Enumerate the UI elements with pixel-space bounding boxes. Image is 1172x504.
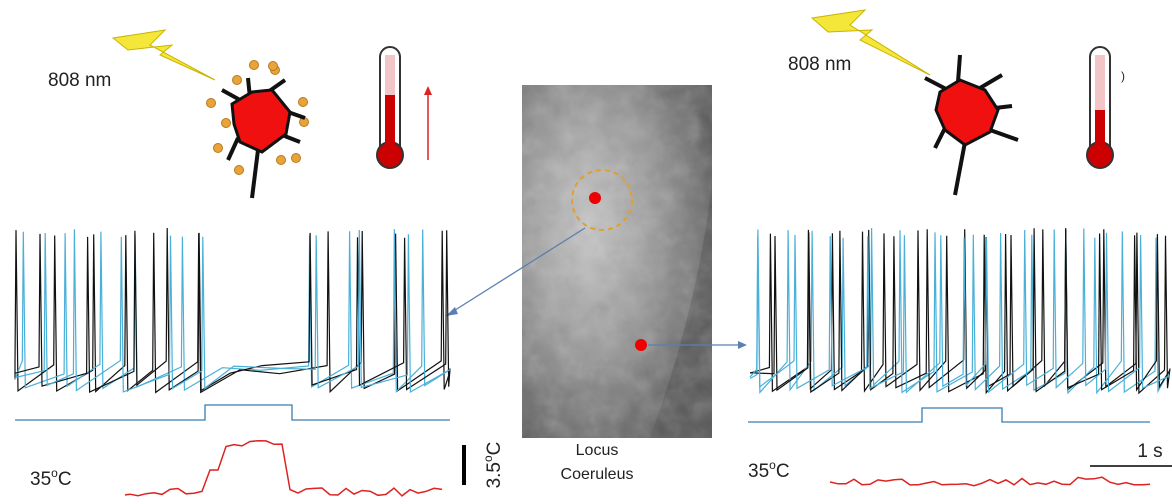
temp-number: 35 — [30, 469, 51, 490]
arrowhead — [738, 341, 747, 349]
temp-scale-label: 3.5oC — [481, 442, 505, 489]
spike-trace — [14, 229, 451, 394]
temp-degree: o — [769, 458, 776, 472]
annotation: ) — [1121, 69, 1125, 83]
spike-trace — [749, 227, 1171, 395]
roi-circle — [571, 169, 633, 231]
scale-degree: o — [481, 455, 495, 462]
scale-number: 3.5 — [484, 462, 505, 488]
temp-unit: C — [58, 469, 72, 490]
temperature-trace — [829, 476, 1151, 487]
traces — [14, 227, 1171, 497]
temp-degree: o — [51, 466, 58, 480]
lightning — [111, 29, 216, 81]
thermometer — [1086, 46, 1114, 169]
center-label: Locus — [576, 442, 619, 459]
thermometer — [376, 46, 404, 169]
rise-arrowhead — [424, 86, 432, 95]
scale-unit: C — [484, 442, 505, 456]
recording-site — [635, 339, 647, 351]
spike-trace — [14, 227, 451, 394]
stimulus-trace — [748, 407, 1150, 423]
wavelength-label: 808 nm — [788, 54, 851, 75]
neuron — [221, 77, 306, 199]
wavelength-label: 808 nm — [48, 70, 111, 91]
lightning — [810, 9, 931, 76]
stimulus-trace — [15, 404, 450, 421]
time-scale-label: 1 s — [1137, 441, 1162, 462]
center-label: Coeruleus — [561, 466, 634, 483]
spike-trace — [749, 228, 1171, 394]
temperature-label: 35oC — [30, 466, 72, 490]
neuron — [924, 54, 1019, 196]
recording-site — [589, 192, 601, 204]
brain-image — [522, 85, 712, 438]
temp-unit: C — [776, 461, 790, 482]
temperature-trace — [124, 440, 443, 497]
temp-number: 35 — [748, 461, 769, 482]
arrow — [451, 227, 586, 313]
spike-trace — [14, 229, 451, 394]
nanoparticles — [206, 60, 309, 175]
spike-trace — [749, 228, 1171, 394]
arrowhead — [446, 307, 458, 316]
temperature-label: 35oC — [748, 458, 790, 482]
